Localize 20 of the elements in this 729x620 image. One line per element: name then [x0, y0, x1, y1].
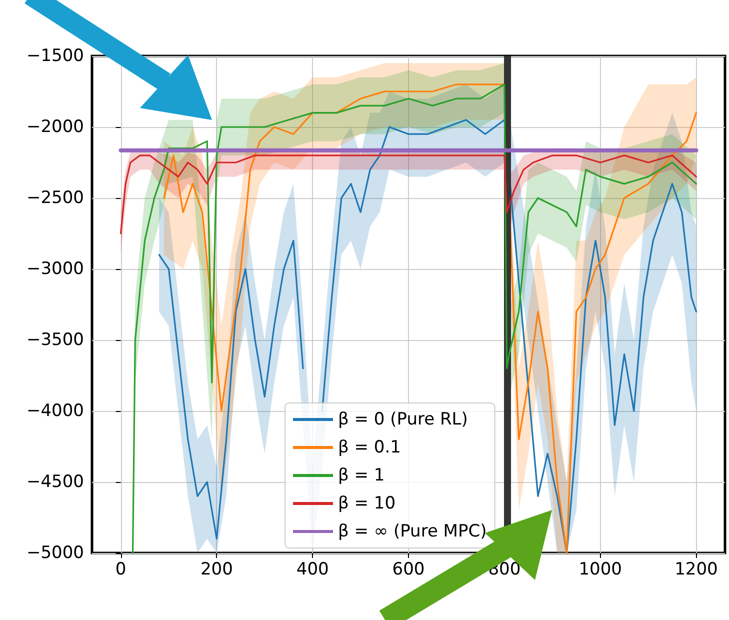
y-tick-label: −5000 — [26, 543, 84, 563]
line-series — [120, 154, 698, 234]
x-tick-label: 600 — [392, 560, 425, 580]
y-tick-label: −1500 — [26, 46, 84, 66]
y-tick-label: −4500 — [26, 472, 84, 492]
legend-label: β = 0 (Pure RL) — [338, 410, 468, 430]
x-tick-label: 200 — [200, 560, 233, 580]
y-tick-label: −3500 — [26, 330, 84, 350]
y-tick-label: −3000 — [26, 259, 84, 279]
legend-label: β = 10 — [338, 494, 396, 514]
y-tick-label: −2000 — [26, 117, 84, 137]
y-tick-label: −2500 — [26, 188, 84, 208]
y-tick-label: −4000 — [26, 401, 84, 421]
x-tick-label: 1200 — [674, 560, 718, 580]
x-tick-label: 400 — [296, 560, 329, 580]
x-tick-label: 1000 — [578, 560, 622, 580]
legend-label: β = 0.1 — [338, 438, 401, 458]
legend-label: β = ∞ (Pure MPC) — [338, 522, 487, 542]
x-tick-label: 0 — [115, 560, 126, 580]
legend-label: β = 1 — [338, 466, 385, 486]
